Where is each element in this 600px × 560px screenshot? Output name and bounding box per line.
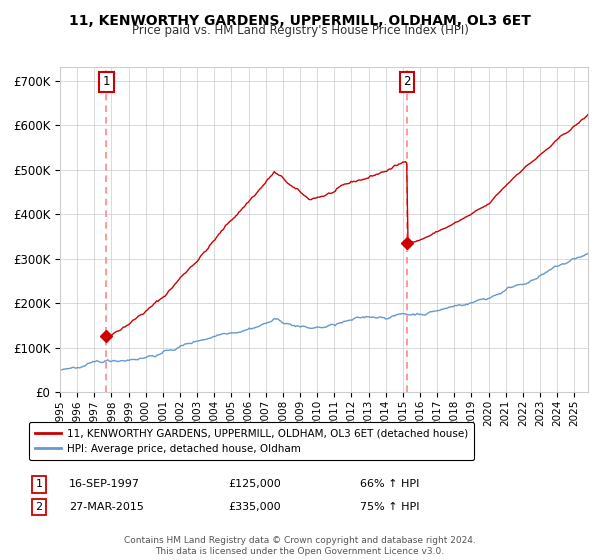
Text: Price paid vs. HM Land Registry's House Price Index (HPI): Price paid vs. HM Land Registry's House …: [131, 24, 469, 37]
Text: 75% ↑ HPI: 75% ↑ HPI: [360, 502, 419, 512]
Text: 16-SEP-1997: 16-SEP-1997: [69, 479, 140, 489]
Text: £125,000: £125,000: [228, 479, 281, 489]
Text: 2: 2: [35, 502, 43, 512]
Text: £335,000: £335,000: [228, 502, 281, 512]
Text: 66% ↑ HPI: 66% ↑ HPI: [360, 479, 419, 489]
Text: 1: 1: [35, 479, 43, 489]
Legend: 11, KENWORTHY GARDENS, UPPERMILL, OLDHAM, OL3 6ET (detached house), HPI: Average: 11, KENWORTHY GARDENS, UPPERMILL, OLDHAM…: [29, 422, 474, 460]
Text: 27-MAR-2015: 27-MAR-2015: [69, 502, 144, 512]
Text: 11, KENWORTHY GARDENS, UPPERMILL, OLDHAM, OL3 6ET: 11, KENWORTHY GARDENS, UPPERMILL, OLDHAM…: [69, 14, 531, 28]
Text: 1: 1: [103, 75, 110, 88]
Text: 2: 2: [403, 75, 410, 88]
Text: Contains HM Land Registry data © Crown copyright and database right 2024.
This d: Contains HM Land Registry data © Crown c…: [124, 536, 476, 556]
